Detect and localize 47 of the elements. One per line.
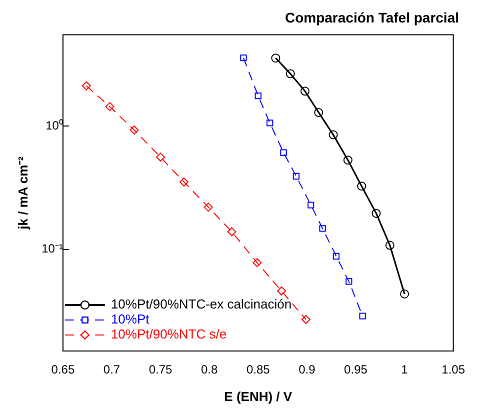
chart-title: Comparación Tafel parcial (284, 9, 459, 26)
x-tick-label: 0.85 (246, 362, 270, 377)
point (266, 120, 274, 126)
x-tick-label: 0.9 (298, 362, 316, 377)
x-tick-label: 1.05 (442, 362, 466, 377)
y-axis-title: jk / mA cm⁻² (15, 156, 30, 230)
point (130, 125, 139, 134)
point (359, 312, 366, 320)
point (82, 81, 91, 90)
point (179, 178, 188, 187)
point (204, 202, 213, 212)
point (240, 54, 247, 62)
point (277, 286, 286, 296)
x-axis-title: E (ENH) / V (224, 388, 292, 404)
point (105, 102, 114, 112)
legend-label: 10%Pt/90%NTC s/e (110, 326, 227, 342)
point (332, 252, 340, 260)
point (346, 278, 352, 285)
legend-label: 10%Pt/90%NTC-ex calcinación (110, 296, 292, 312)
point (301, 315, 310, 324)
point (254, 92, 262, 100)
point (319, 225, 326, 232)
point (280, 149, 287, 156)
x-tick-label: 0.75 (148, 362, 173, 377)
point (292, 172, 300, 180)
point (227, 227, 236, 236)
point (314, 108, 324, 117)
point (271, 54, 280, 63)
x-tick-label: 0.95 (344, 362, 368, 377)
point (252, 258, 262, 268)
point (300, 86, 310, 96)
x-tick-label: 0.65 (51, 362, 75, 377)
legend-label: 10%Pt (110, 312, 150, 327)
point (286, 69, 295, 78)
point (400, 289, 410, 298)
point (156, 152, 166, 162)
point (328, 130, 338, 140)
point (343, 156, 352, 165)
point (357, 182, 366, 191)
x-tick-label: 0.7 (103, 362, 120, 377)
point (385, 240, 394, 250)
point (308, 202, 314, 208)
x-tick-label: 0.8 (200, 362, 218, 377)
x-tick-label: 1 (401, 362, 408, 377)
point (372, 208, 381, 218)
y-tick-label: 10⁰ (46, 118, 63, 132)
y-tick-label: 10⁻¹ (42, 242, 63, 256)
